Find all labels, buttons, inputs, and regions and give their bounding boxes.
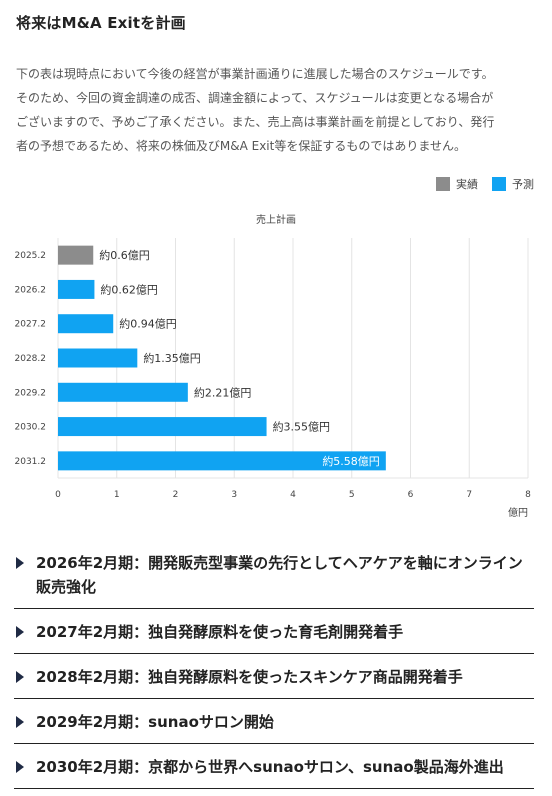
bar: [58, 348, 138, 368]
x-tick-label: 7: [466, 490, 472, 500]
sales-bar-chart: 0 1 2 3 4 5 6 7 8 億円 2025.2 約0.6億円 2026.2 約0.62億円 2027…: [15, 238, 531, 519]
legend-item-actual: 実績: [436, 176, 478, 192]
y-tick-label: 2029.2: [15, 388, 47, 398]
chart-legend: 実績 予測: [422, 176, 534, 192]
bar: [58, 245, 94, 265]
legend-item-forecast: 予測: [492, 176, 534, 192]
page: 将来はM&A Exitを計画 下の表は現時点において今後の経営が事業計画通りに進…: [14, 14, 534, 789]
triangle-right-icon: [16, 671, 24, 683]
data-label: 約1.35億円: [143, 351, 201, 365]
x-tick-label: 4: [290, 490, 296, 500]
milestone-text: 2030年2月期：京都から世界へsunaoサロン、sunao製品海外進出: [36, 758, 504, 776]
triangle-right-icon: [16, 761, 24, 773]
legend-swatch-forecast: [492, 177, 506, 191]
triangle-right-icon: [16, 557, 24, 569]
triangle-right-icon: [16, 626, 24, 638]
legend-label-forecast: 予測: [512, 178, 534, 191]
data-label: 約3.55億円: [273, 420, 331, 434]
description-line: ございますので、予めご了承ください。また、売上高は事業計画を前提としており、発行: [16, 115, 495, 129]
data-label: 約0.94億円: [119, 317, 177, 331]
bar: [58, 451, 386, 471]
y-tick-label: 2031.2: [15, 457, 47, 467]
description-line: そのため、今回の資金調達の成否、調達金額によって、スケジュールは変更となる場合が: [16, 91, 494, 105]
bar: [58, 382, 188, 402]
section-title: 将来はM&A Exitを計画: [16, 14, 186, 32]
chart-title: 売上計画: [256, 215, 296, 226]
milestone-item: 2030年2月期：京都から世界へsunaoサロン、sunao製品海外進出: [14, 751, 534, 789]
description-line: 下の表は現時点において今後の経営が事業計画通りに進展した場合のスケジュールです。: [16, 67, 494, 81]
x-tick-label: 1: [114, 490, 120, 500]
x-tick-label: 3: [231, 490, 237, 500]
y-tick-label: 2026.2: [15, 285, 47, 295]
milestone-item: 2027年2月期：独自発酵原料を使った育毛剤開発着手: [14, 616, 534, 654]
bar: [58, 279, 95, 299]
y-tick-label: 2028.2: [15, 354, 47, 364]
milestone-item: 2026年2月期：開発販売型事業の先行としてヘアケアを軸にオンライン販売強化: [14, 547, 534, 609]
data-label: 約0.6億円: [99, 248, 150, 262]
data-label: 約5.58億円: [322, 454, 380, 468]
description: 下の表は現時点において今後の経営が事業計画通りに進展した場合のスケジュールです。…: [16, 62, 534, 158]
y-tick-label: 2027.2: [15, 320, 47, 330]
milestone-list: 2026年2月期：開発販売型事業の先行としてヘアケアを軸にオンライン販売強化 2…: [14, 547, 534, 796]
triangle-right-icon: [16, 716, 24, 728]
legend-label-actual: 実績: [456, 178, 478, 191]
x-tick-label: 2: [173, 490, 179, 500]
data-label: 約0.62億円: [100, 282, 158, 296]
milestone-text: 2027年2月期：独自発酵原料を使った育毛剤開発着手: [36, 623, 404, 641]
x-tick-label: 0: [55, 490, 61, 500]
milestone-item: 2028年2月期：独自発酵原料を使ったスキンケア商品開発着手: [14, 661, 534, 699]
x-axis-label: 億円: [508, 506, 528, 519]
legend-swatch-actual: [436, 177, 450, 191]
description-line: 者の予想であるため、将来の株価及びM&A Exit等を保証するものではありません…: [16, 139, 466, 153]
milestone-item: 2029年2月期：sunaoサロン開始: [14, 706, 534, 744]
data-label: 約2.21億円: [194, 385, 252, 399]
x-tick-label: 6: [408, 490, 414, 500]
milestone-text: 2028年2月期：独自発酵原料を使ったスキンケア商品開発着手: [36, 668, 463, 686]
x-tick-label: 8: [525, 490, 531, 500]
milestone-text: 2026年2月期：開発販売型事業の先行としてヘアケアを軸にオンライン販売強化: [36, 554, 523, 596]
x-tick-label: 5: [349, 490, 355, 500]
y-tick-label: 2025.2: [15, 251, 47, 261]
y-tick-label: 2030.2: [15, 423, 47, 433]
bar: [58, 314, 114, 334]
bar: [58, 417, 267, 437]
milestone-text: 2029年2月期：sunaoサロン開始: [36, 713, 274, 731]
